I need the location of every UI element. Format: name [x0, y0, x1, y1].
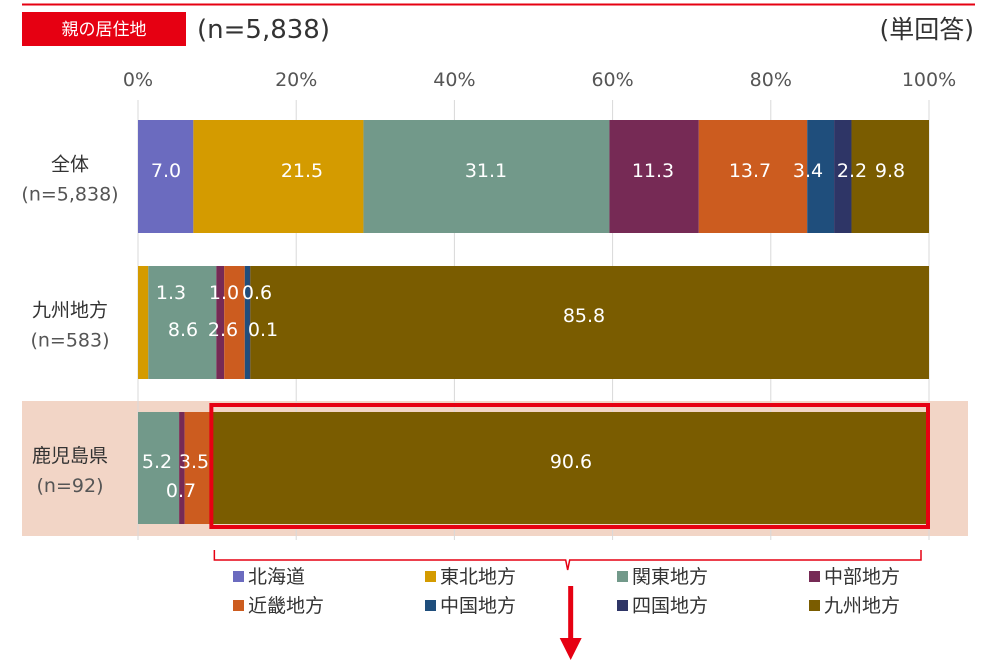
bar-segment: [179, 412, 185, 524]
highlight-frame: [209, 403, 930, 529]
bar-segment: [216, 266, 225, 379]
legend-swatch: [425, 600, 436, 611]
bar-segment: [212, 412, 929, 524]
bar-segment: [138, 412, 180, 524]
legend-item: 近畿地方: [233, 595, 324, 617]
bar-segment: [851, 120, 929, 233]
bar-segment: [363, 120, 610, 233]
bar-segment: [193, 120, 364, 233]
legend-item: 中国地方: [425, 595, 516, 617]
legend-label: 北海道: [248, 566, 305, 588]
x-tick-label: 0%: [123, 69, 153, 91]
bar-segment: [609, 120, 699, 233]
bar-segment: [138, 120, 194, 233]
data-label: 31.1: [465, 160, 507, 182]
legend-item: 関東地方: [617, 566, 708, 588]
legend-item: 四国地方: [617, 595, 708, 617]
bars: [138, 120, 929, 524]
legend-swatch: [233, 571, 244, 582]
data-label: 2.2: [837, 160, 867, 182]
category-n-label: (n=92): [37, 475, 104, 497]
legend-swatch: [233, 600, 244, 611]
data-label: 3.5: [179, 451, 209, 473]
data-label: 3.4: [793, 160, 823, 182]
category-label: 全体: [51, 154, 89, 176]
data-label: 0.7: [166, 480, 196, 502]
legend-item: 九州地方: [809, 595, 900, 617]
data-label: 0.1: [248, 319, 278, 341]
bar-segment: [807, 120, 835, 233]
x-axis-ticks: 0% 20% 40% 60% 80% 100%: [123, 69, 956, 91]
data-label: 2.6: [208, 319, 238, 341]
data-label: 85.8: [563, 305, 605, 327]
sample-size-label: (n=5,838): [197, 15, 330, 45]
bar-segment: [148, 266, 217, 379]
data-label: 21.5: [281, 160, 323, 182]
legend-label: 四国地方: [632, 595, 708, 617]
bar-segment: [184, 412, 213, 524]
category-label: 九州地方: [32, 300, 108, 322]
data-label: 5.2: [142, 451, 172, 473]
x-tick-label: 80%: [750, 69, 792, 91]
data-label: 9.8: [875, 160, 905, 182]
category-labels: 全体 (n=5,838) 九州地方 (n=583) 鹿児島県 (n=92): [21, 154, 118, 498]
legend-item: 北海道: [233, 566, 305, 588]
x-tick-label: 40%: [433, 69, 475, 91]
legend-swatch: [617, 600, 628, 611]
legend-swatch: [809, 571, 820, 582]
data-label: 13.7: [729, 160, 771, 182]
legend-label: 関東地方: [632, 566, 708, 588]
data-label: 90.6: [550, 451, 592, 473]
bar-segment: [250, 266, 929, 379]
data-label: 7.0: [151, 160, 181, 182]
category-n-label: (n=583): [30, 330, 109, 352]
header-badge: [22, 12, 186, 46]
data-label: 1.0: [209, 282, 239, 304]
x-tick-label: 100%: [902, 69, 956, 91]
highlight-bracket: [213, 550, 922, 571]
data-label: 1.3: [156, 282, 186, 304]
data-label: 8.6: [168, 319, 198, 341]
legend-swatch: [425, 571, 436, 582]
data-label: 11.3: [632, 160, 674, 182]
bar-segment: [244, 266, 250, 379]
arrow-head-icon: [559, 638, 582, 660]
legend-label: 近畿地方: [248, 595, 324, 617]
legend-label: 九州地方: [824, 595, 900, 617]
legend-swatch: [617, 571, 628, 582]
bar-segment: [138, 266, 149, 379]
legend-item: 中部地方: [809, 566, 900, 588]
legend-swatch: [809, 600, 820, 611]
category-n-label: (n=5,838): [21, 184, 118, 206]
bar-segment: [249, 266, 251, 379]
bar-segment: [224, 266, 245, 379]
bar-segment: [698, 120, 808, 233]
x-tick-label: 60%: [591, 69, 633, 91]
legend-item: 東北地方: [425, 566, 516, 588]
data-labels: 7.0 21.5 31.1 11.3 13.7 3.4 2.2 9.8 1.3 8.6 1.0 2.6…: [142, 160, 905, 502]
data-label: 0.6: [242, 282, 272, 304]
header-badge-label: 親の居住地: [62, 20, 147, 40]
legend-label: 東北地方: [440, 566, 516, 588]
legend-label: 中部地方: [824, 566, 900, 588]
legend-label: 中国地方: [440, 595, 516, 617]
category-label: 鹿児島県: [32, 445, 108, 467]
answer-type-label: (単回答): [879, 15, 974, 44]
x-tick-label: 20%: [275, 69, 317, 91]
bar-segment: [834, 120, 852, 233]
